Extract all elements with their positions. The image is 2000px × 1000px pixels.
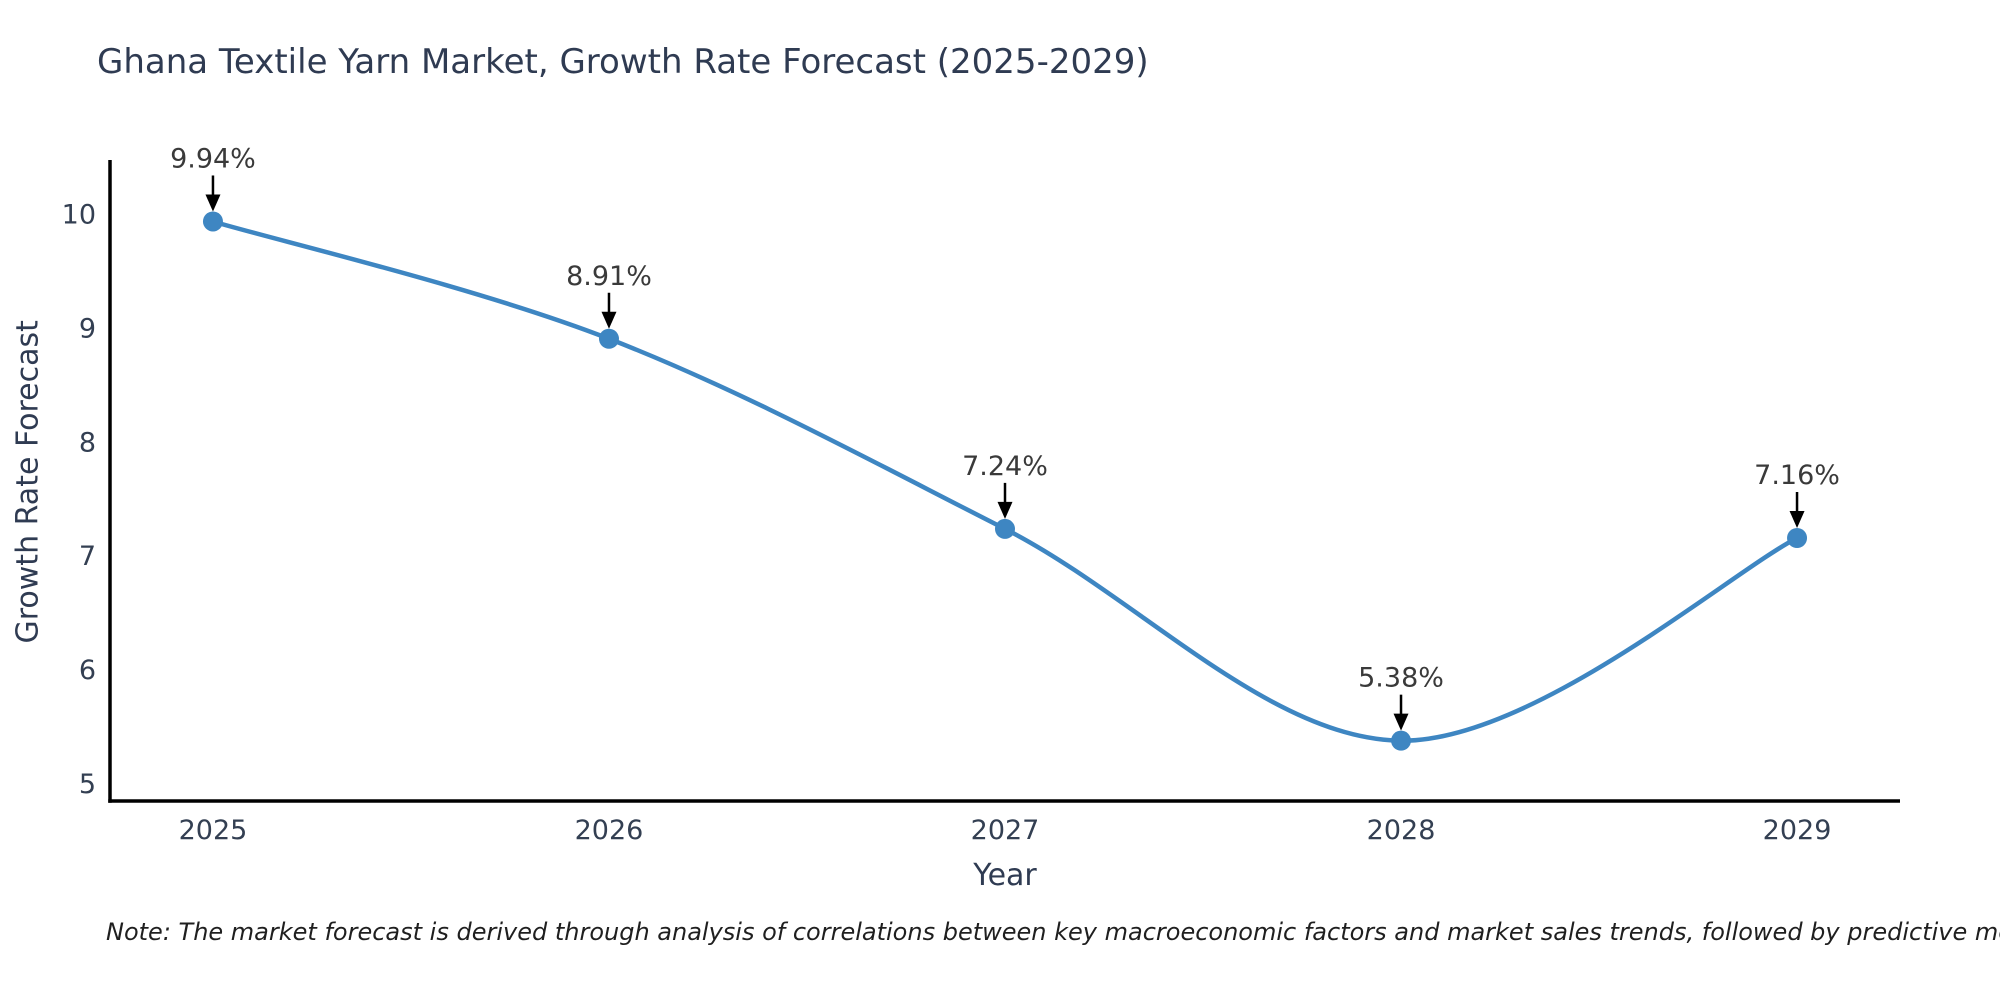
footnote: Note: The market forecast is derived thr… bbox=[106, 918, 2000, 946]
x-tick-label: 2025 bbox=[179, 815, 248, 846]
chart-title: Ghana Textile Yarn Market, Growth Rate F… bbox=[97, 42, 1149, 82]
data-point-marker bbox=[202, 211, 223, 232]
data-point-label: 8.91% bbox=[566, 261, 652, 292]
x-tick-label: 2029 bbox=[1763, 815, 1832, 846]
data-point-marker bbox=[1787, 527, 1808, 548]
y-tick-label: 8 bbox=[79, 427, 96, 458]
data-point-label: 7.24% bbox=[962, 451, 1048, 482]
y-tick-label: 6 bbox=[79, 655, 96, 686]
data-point-label: 7.16% bbox=[1754, 460, 1840, 491]
data-point-label: 5.38% bbox=[1358, 663, 1444, 694]
annotation-arrow-head bbox=[1789, 510, 1805, 528]
y-tick-label: 5 bbox=[79, 769, 96, 800]
x-tick-label: 2028 bbox=[1367, 815, 1436, 846]
annotation-arrow-head bbox=[205, 194, 221, 212]
data-point-label: 9.94% bbox=[170, 143, 256, 174]
y-tick-label: 10 bbox=[62, 200, 96, 231]
data-point-marker bbox=[598, 328, 619, 349]
data-point-marker bbox=[995, 518, 1015, 539]
annotation-arrow-head bbox=[997, 501, 1013, 519]
annotation-arrow-head bbox=[601, 311, 617, 329]
annotation-arrow-head bbox=[1393, 713, 1409, 731]
data-point-marker bbox=[1391, 730, 1412, 751]
y-tick-label: 9 bbox=[79, 314, 96, 345]
x-tick-label: 2027 bbox=[971, 815, 1040, 846]
x-tick-label: 2026 bbox=[575, 815, 644, 846]
x-axis-label: Year bbox=[973, 858, 1037, 893]
y-tick-label: 7 bbox=[79, 541, 96, 572]
